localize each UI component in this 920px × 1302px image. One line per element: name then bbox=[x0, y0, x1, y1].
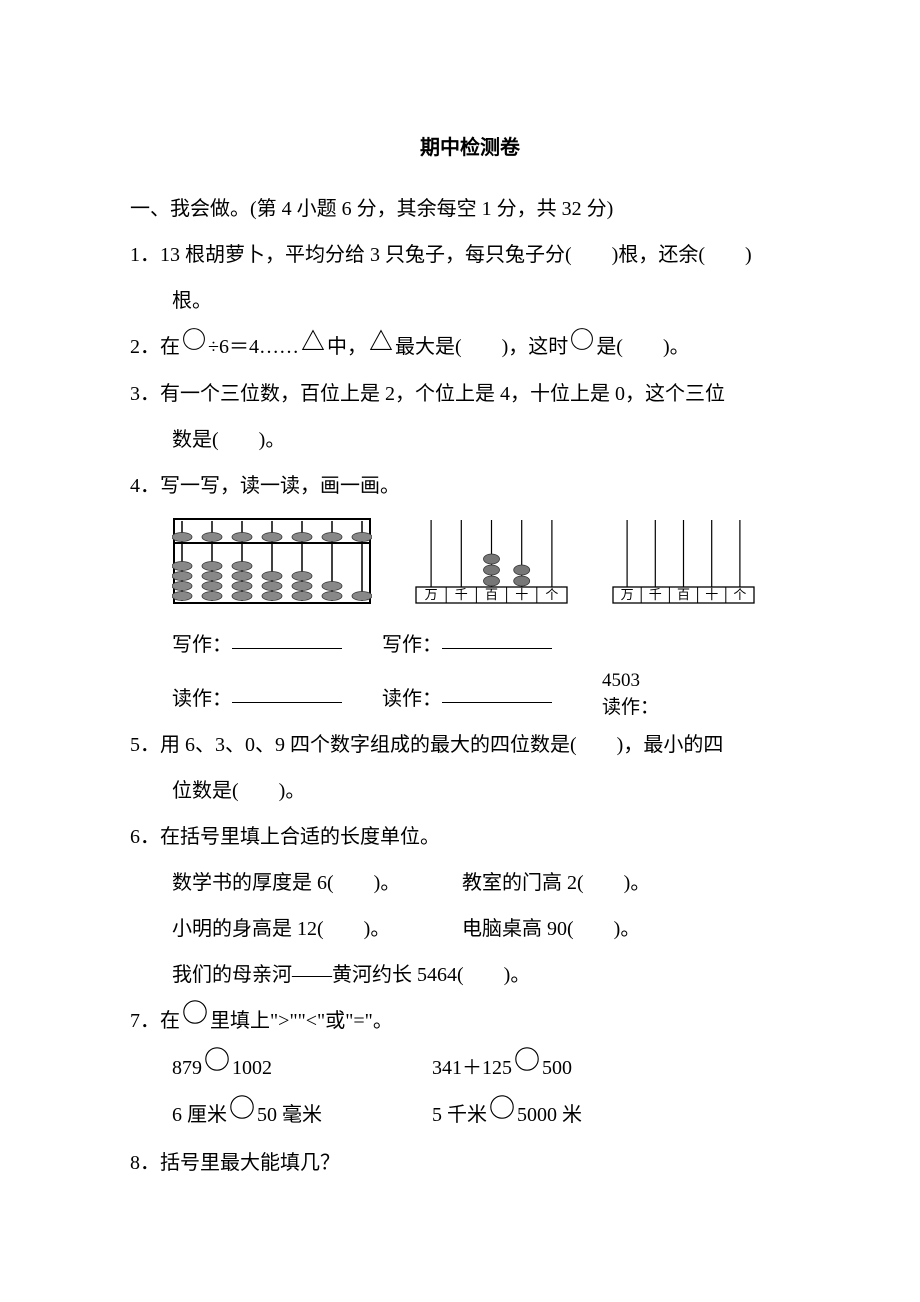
q3-num: 3． bbox=[130, 383, 160, 405]
q7-num: 7． bbox=[130, 1010, 160, 1032]
circle-icon bbox=[569, 325, 595, 371]
svg-text:万: 万 bbox=[621, 587, 634, 602]
svg-text:百: 百 bbox=[485, 587, 498, 602]
q3-line2: 数是( )。 bbox=[130, 417, 810, 463]
exam-title: 期中检测卷 bbox=[130, 125, 810, 171]
read-3: 4503读作： bbox=[602, 668, 752, 721]
circle-icon bbox=[181, 999, 209, 1045]
section-1-heading: 一、我会做。(第 4 小题 6 分，其余每空 1 分，共 32 分) bbox=[130, 186, 810, 232]
question-6: 6．在括号里填上合适的长度单位。 数学书的厚度是 6( )。 教室的门高 2( … bbox=[130, 814, 810, 998]
blank-line bbox=[442, 648, 552, 649]
question-4: 4．写一写，读一读，画一画。 万千百十个 万千百十个 写作： 写作： 读作： 读… bbox=[130, 463, 810, 721]
triangle-icon bbox=[300, 325, 326, 371]
svg-text:千: 千 bbox=[649, 587, 662, 602]
q7-t2: 里填上">""<"或"="。 bbox=[210, 1010, 393, 1032]
svg-text:十: 十 bbox=[705, 587, 718, 602]
q5-line1: 用 6、3、0、9 四个数字组成的最大的四位数是( )，最小的四 bbox=[160, 734, 723, 756]
q5-num: 5． bbox=[130, 734, 160, 756]
q6-text: 在括号里填上合适的长度单位。 bbox=[160, 826, 440, 848]
svg-text:个: 个 bbox=[545, 587, 558, 602]
read-1: 读作： bbox=[172, 676, 367, 722]
question-8: 8．括号里最大能填几？ bbox=[130, 1140, 810, 1186]
blank-line bbox=[442, 702, 552, 703]
q6-num: 6． bbox=[130, 826, 160, 848]
q3-line1: 有一个三位数，百位上是 2，个位上是 4，十位上是 0，这个三位 bbox=[160, 383, 725, 405]
circle-icon bbox=[181, 325, 207, 371]
circle-icon bbox=[203, 1046, 231, 1092]
svg-text:千: 千 bbox=[455, 587, 468, 602]
place-value-chart-1: 万千百十个 bbox=[414, 517, 569, 622]
q7-cmp1: 8791002 bbox=[172, 1045, 432, 1092]
svg-text:百: 百 bbox=[677, 587, 690, 602]
triangle-icon bbox=[368, 325, 394, 371]
q1-num: 1． bbox=[130, 244, 160, 266]
read-2: 读作： bbox=[382, 676, 587, 722]
q1-text-b: 根。 bbox=[130, 278, 810, 324]
place-value-chart-2: 万千百十个 bbox=[611, 517, 756, 622]
circle-icon bbox=[228, 1094, 256, 1140]
circle-icon bbox=[488, 1094, 516, 1140]
write-2: 写作： bbox=[382, 622, 587, 668]
q6-r2b: 电脑桌高 90( )。 bbox=[462, 906, 752, 952]
svg-text:万: 万 bbox=[425, 587, 438, 602]
q6-r1a: 数学书的厚度是 6( )。 bbox=[172, 860, 462, 906]
blank-line bbox=[232, 648, 342, 649]
question-7: 7．在 里填上">""<"或"="。 8791002 341＋125500 6 厘… bbox=[130, 998, 810, 1140]
q2-t5: 是( )。 bbox=[596, 336, 689, 358]
q2-t4: 最大是( )，这时 bbox=[395, 336, 568, 358]
write-1: 写作： bbox=[172, 622, 367, 668]
q6-r2a: 小明的身高是 12( )。 bbox=[172, 906, 462, 952]
question-2: 2．在 ÷6＝4…… 中， 最大是( )，这时 是( )。 bbox=[130, 324, 810, 371]
q5-line2: 位数是( )。 bbox=[130, 768, 810, 814]
blank-line bbox=[232, 702, 342, 703]
q7-cmp4: 5 千米5000 米 bbox=[432, 1092, 712, 1139]
abacus-diagram bbox=[172, 517, 372, 622]
q4-text: 写一写，读一读，画一画。 bbox=[160, 475, 400, 497]
q7-cmp2: 341＋125500 bbox=[432, 1045, 712, 1092]
svg-text:十: 十 bbox=[515, 587, 528, 602]
q1-text-a: 13 根胡萝卜，平均分给 3 只兔子，每只兔子分( )根，还余( ) bbox=[160, 244, 752, 266]
svg-text:个: 个 bbox=[733, 587, 746, 602]
q7-cmp3: 6 厘米50 毫米 bbox=[172, 1092, 432, 1139]
q6-r3: 我们的母亲河——黄河约长 5464( )。 bbox=[130, 952, 810, 998]
q7-t1: 在 bbox=[160, 1010, 180, 1032]
q8-text: 括号里最大能填几？ bbox=[160, 1152, 340, 1174]
q2-t1: 在 bbox=[160, 336, 180, 358]
q4-num: 4． bbox=[130, 475, 160, 497]
q2-num: 2． bbox=[130, 336, 160, 358]
q6-r1b: 教室的门高 2( )。 bbox=[462, 860, 752, 906]
question-1: 1．13 根胡萝卜，平均分给 3 只兔子，每只兔子分( )根，还余( ) 根。 bbox=[130, 232, 810, 324]
question-5: 5．用 6、3、0、9 四个数字组成的最大的四位数是( )，最小的四 位数是( … bbox=[130, 722, 810, 814]
q2-t3: 中， bbox=[327, 336, 367, 358]
circle-icon bbox=[513, 1046, 541, 1092]
q2-t2: ÷6＝4…… bbox=[208, 336, 299, 358]
q8-num: 8． bbox=[130, 1152, 160, 1174]
question-3: 3．有一个三位数，百位上是 2，个位上是 4，十位上是 0，这个三位 数是( )… bbox=[130, 371, 810, 463]
